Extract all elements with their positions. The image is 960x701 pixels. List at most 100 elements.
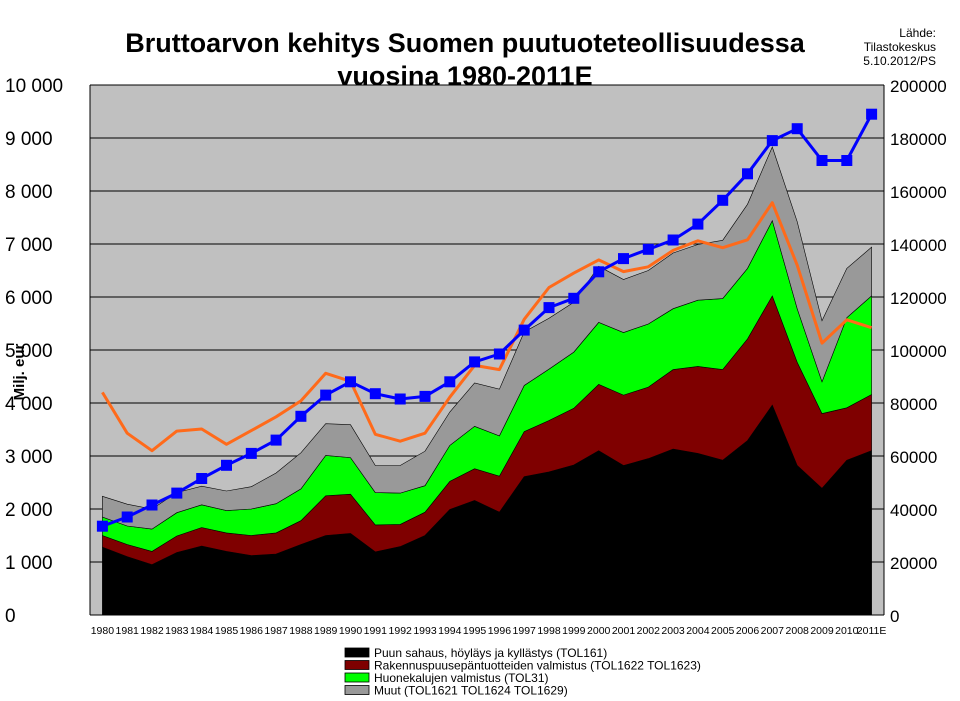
x-tick-label: 1981 (116, 625, 140, 637)
blue-line-marker (543, 302, 555, 314)
chart-title-line2: vuosina 1980-2011E (337, 61, 592, 91)
blue-line-marker (221, 459, 232, 471)
x-tick-label: 1995 (463, 625, 487, 637)
blue-line-marker (642, 243, 654, 255)
blue-line-marker (146, 499, 158, 511)
y-left-tick-label: 4 000 (5, 394, 53, 415)
legend-swatch (344, 685, 370, 695)
x-tick-label: 1996 (488, 625, 512, 637)
x-tick-label: 1983 (165, 625, 189, 637)
y-left-tick-label: 7 000 (5, 235, 53, 256)
blue-line-marker (717, 194, 729, 206)
x-tick-label: 1984 (190, 625, 214, 637)
overlay-lines (96, 108, 878, 532)
y-right-tick-label: 20000 (890, 554, 937, 573)
orange-line (101, 201, 873, 453)
x-tick-label: 2001 (612, 625, 636, 637)
y-left-tick-label: 1 000 (5, 553, 53, 574)
blue-line-marker (245, 447, 257, 459)
blue-line-marker (96, 520, 108, 532)
chart-title-line1: Bruttoarvon kehitys Suomen puutuoteteoll… (125, 28, 806, 58)
y-right-tick-label: 60000 (890, 448, 937, 467)
x-tick-label: 2006 (736, 625, 760, 637)
y-left-tick-label: 6 000 (5, 288, 53, 309)
blue-line-marker (593, 266, 605, 278)
y-right-tick-label: 40000 (890, 501, 937, 520)
x-tick-label: 2002 (637, 625, 661, 637)
blue-line-marker (469, 356, 481, 368)
x-tick-label: 2011E (857, 625, 887, 637)
blue-line-marker (518, 324, 530, 336)
y-right-tick-label: 200000 (890, 77, 947, 96)
y-left-tick-label: 3 000 (5, 447, 53, 468)
x-tick-label: 1997 (513, 625, 537, 637)
blue-line-marker (419, 390, 431, 402)
blue-line-marker (295, 410, 307, 422)
x-tick-label: 2005 (711, 625, 735, 637)
blue-line-marker (196, 473, 208, 484)
x-tick-label: 1986 (240, 625, 264, 637)
y-right-tick-label: 180000 (890, 130, 947, 149)
blue-line-marker (568, 292, 580, 304)
x-tick-label: 1990 (339, 625, 363, 637)
y-right-tick-label: 100000 (890, 342, 947, 361)
y-right-tick-label: 160000 (890, 183, 947, 202)
y-left-tick-label: 10 000 (5, 76, 63, 97)
blue-line-marker (791, 123, 803, 135)
blue-line-marker (841, 155, 853, 166)
y-left-tick-label: 5 000 (5, 341, 53, 362)
y-right-tick-label: 80000 (890, 395, 937, 414)
legend-entry: Puun sahaus, höyläys ja kyllästys (TOL16… (374, 646, 607, 660)
blue-line-marker (667, 234, 679, 246)
legend-swatch (344, 660, 370, 670)
y-right-tick-label: 140000 (890, 236, 947, 255)
x-tick-label: 1987 (264, 625, 288, 637)
x-tick-label: 1989 (314, 625, 338, 637)
x-tick-label: 2007 (761, 625, 785, 637)
axes: 0 1 000 2 000 3 000 4 000 5 000 6 000 7 000 8 00… (5, 76, 947, 637)
x-tick-label: 1999 (562, 625, 586, 637)
blue-line-marker (171, 487, 183, 499)
y-left-tick-label: 0 (5, 606, 16, 627)
blue-line-marker (866, 108, 878, 120)
y-left-tick-label: 8 000 (5, 182, 53, 203)
blue-line-marker (369, 388, 381, 400)
blue-line-marker (320, 389, 332, 401)
blue-line-marker (692, 218, 704, 230)
legend-swatch (344, 647, 370, 658)
source-line3: 5.10.2012/PS (863, 54, 936, 68)
blue-line-marker (345, 376, 356, 388)
legend-swatch (344, 672, 370, 683)
x-tick-label: 1982 (140, 625, 164, 637)
blue-line-marker (618, 253, 629, 265)
x-tick-label: 2010 (835, 625, 859, 637)
blue-line-marker (742, 168, 753, 180)
stacked-areas (102, 146, 872, 616)
blue-line-marker (444, 376, 456, 388)
x-tick-label: 1988 (289, 625, 313, 637)
x-tick-label: 1985 (215, 625, 239, 637)
source-line1: Lähde: (899, 26, 936, 40)
y-right-tick-label: 120000 (890, 289, 947, 308)
legend-entry: Huonekalujen valmistus (TOL31) (374, 671, 549, 685)
source-line2: Tilastokeskus (864, 40, 936, 54)
x-tick-label: 1998 (537, 625, 561, 637)
x-tick-label: 2003 (661, 625, 685, 637)
legend-entry: Rakennuspuusepäntuotteiden valmistus (TO… (374, 659, 701, 673)
blue-line-marker (121, 511, 133, 523)
x-tick-label: 2000 (587, 625, 611, 637)
blue-line-marker (766, 135, 778, 147)
x-tick-label: 2008 (786, 625, 810, 637)
x-tick-label: 2004 (686, 625, 710, 637)
area-series-4 (102, 146, 872, 530)
y-left-tick-label: 2 000 (5, 500, 53, 521)
blue-line-marker (816, 155, 828, 166)
x-tick-label: 2009 (810, 625, 834, 637)
x-tick-label: 1991 (364, 625, 388, 637)
blue-line-marker (270, 434, 282, 446)
x-tick-label: 1992 (389, 625, 413, 637)
legend: Puun sahaus, höyläys ja kyllästys (TOL16… (344, 646, 701, 698)
y-axis-label: Milj. eur (11, 344, 28, 401)
x-tick-label: 1994 (438, 625, 462, 637)
